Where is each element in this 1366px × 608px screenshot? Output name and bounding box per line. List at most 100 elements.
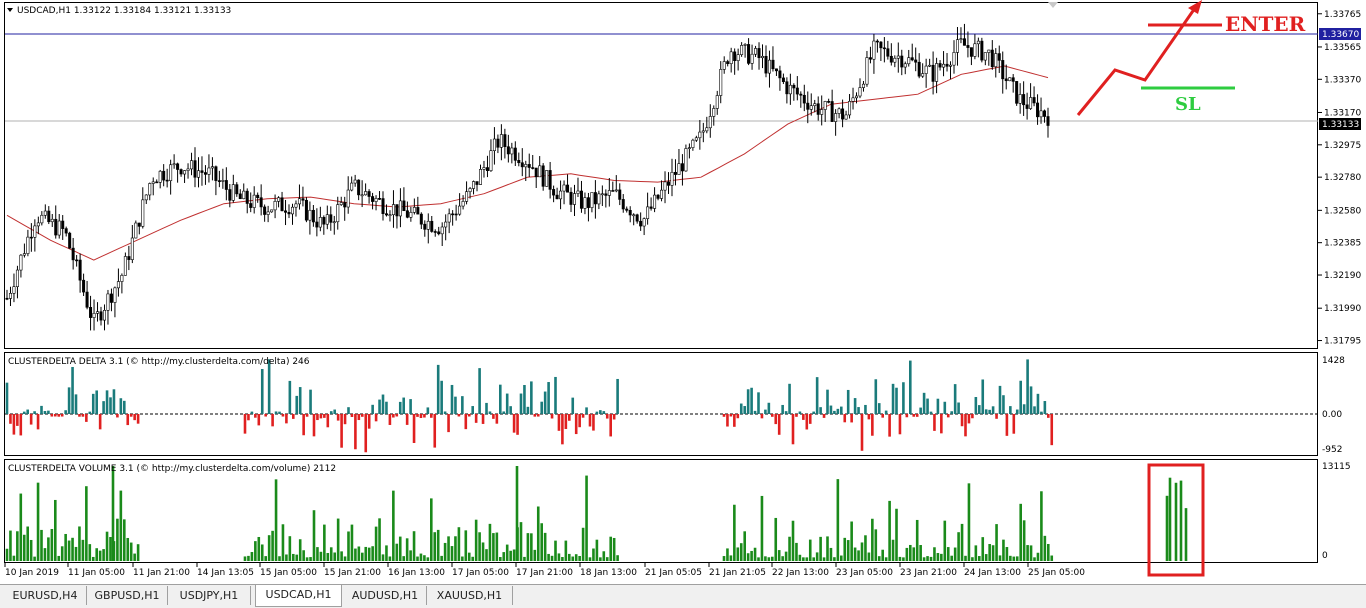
delta-bar[interactable] [22,411,26,414]
candle-body[interactable] [573,193,577,205]
delta-bar[interactable] [1019,380,1022,414]
candle-body[interactable] [78,259,82,281]
delta-bar[interactable] [374,414,378,422]
candle-body[interactable] [12,286,16,294]
candle-body[interactable] [214,166,218,181]
volume-bar[interactable] [278,556,281,561]
candle-body[interactable] [614,189,618,192]
candle-body[interactable] [976,40,980,45]
candle-body[interactable] [983,52,987,61]
candle-body[interactable] [1043,110,1047,117]
volume-bar[interactable] [381,554,385,561]
volume-bar[interactable] [781,556,784,561]
candle-body[interactable] [938,63,942,68]
volume-bar[interactable] [88,544,92,561]
candle-body[interactable] [670,171,674,186]
delta-bar[interactable] [936,398,940,414]
volume-bar[interactable] [1015,556,1019,561]
candle-body[interactable] [973,43,977,57]
candle-body[interactable] [123,256,127,276]
volume-bar[interactable] [592,548,595,561]
delta-bar[interactable] [888,414,891,437]
candle-body[interactable] [611,190,615,192]
volume-bar[interactable] [764,556,767,561]
candle-body[interactable] [590,192,594,208]
candle-body[interactable] [492,138,496,151]
candle-body[interactable] [364,191,368,196]
candle-body[interactable] [116,281,120,289]
delta-bar[interactable] [378,399,381,414]
volume-bar[interactable] [840,555,843,561]
candle-body[interactable] [217,180,221,182]
volume-bar[interactable] [822,557,826,561]
volume-bar[interactable] [95,548,98,561]
candle-body[interactable] [719,69,723,96]
delta-bar[interactable] [29,414,33,425]
candle-body[interactable] [701,130,705,133]
delta-bar[interactable] [250,411,254,414]
delta-bar[interactable] [136,414,140,424]
candle-body[interactable] [47,210,51,223]
volume-bar[interactable] [722,556,726,561]
delta-bar[interactable] [347,407,350,414]
volume-bar[interactable] [774,517,778,561]
volume-bar[interactable] [133,553,136,561]
delta-bar[interactable] [884,410,888,414]
delta-bar[interactable] [764,409,767,414]
candle-body[interactable] [367,191,371,197]
volume-bar[interactable] [846,540,850,561]
candle-body[interactable] [210,166,214,169]
candle-body[interactable] [137,222,141,227]
volume-bar[interactable] [136,544,140,561]
delta-bar[interactable] [1033,406,1036,414]
volume-bar[interactable] [933,547,936,561]
candle-body[interactable] [848,101,852,116]
tab-audusd[interactable]: AUDUSD,H1 [344,586,427,605]
volume-bar[interactable] [978,556,981,561]
delta-bar[interactable] [967,414,971,424]
volume-bar[interactable] [357,546,361,561]
delta-bar[interactable] [605,414,609,419]
candle-body[interactable] [778,70,782,79]
volume-bar[interactable] [760,495,764,561]
candle-body[interactable] [879,41,883,49]
volume-bar[interactable] [354,548,357,561]
candle-body[interactable] [524,164,528,168]
candle-body[interactable] [882,47,886,50]
candle-body[interactable] [270,209,274,213]
candle-body[interactable] [642,218,646,227]
delta-bar[interactable] [898,414,902,435]
candle-body[interactable] [416,207,420,215]
candle-body[interactable] [799,93,803,96]
collapse-triangle-icon[interactable] [7,8,13,12]
delta-bar[interactable] [1002,395,1005,414]
volume-bar[interactable] [540,523,543,561]
delta-bar[interactable] [815,377,819,414]
tab-usdjpy[interactable]: USDJPY,H1 [168,586,251,605]
volume-bar[interactable] [347,531,350,561]
candle-body[interactable] [576,190,580,194]
candle-body[interactable] [962,38,966,46]
volume-bar[interactable] [367,547,371,561]
candle-body[interactable] [673,171,677,175]
candle-body[interactable] [1039,110,1043,118]
volume-bar[interactable] [423,555,426,561]
candle-body[interactable] [987,49,991,53]
candle-body[interactable] [1018,94,1022,104]
volume-bar[interactable] [1019,503,1022,561]
delta-bar[interactable] [602,411,606,414]
delta-bar[interactable] [426,407,430,414]
delta-bar[interactable] [60,414,64,417]
volume-bar[interactable] [26,526,29,561]
candle-body[interactable] [478,169,482,185]
volume-bar[interactable] [91,556,95,561]
delta-bar[interactable] [750,387,753,414]
volume-bar[interactable] [74,546,78,561]
volume-bar[interactable] [430,498,433,561]
delta-bar[interactable] [550,414,554,419]
volume-bar[interactable] [833,557,836,561]
candle-body[interactable] [71,247,75,261]
volume-bar[interactable] [340,551,343,561]
candle-body[interactable] [677,163,681,175]
delta-bar[interactable] [464,414,468,430]
